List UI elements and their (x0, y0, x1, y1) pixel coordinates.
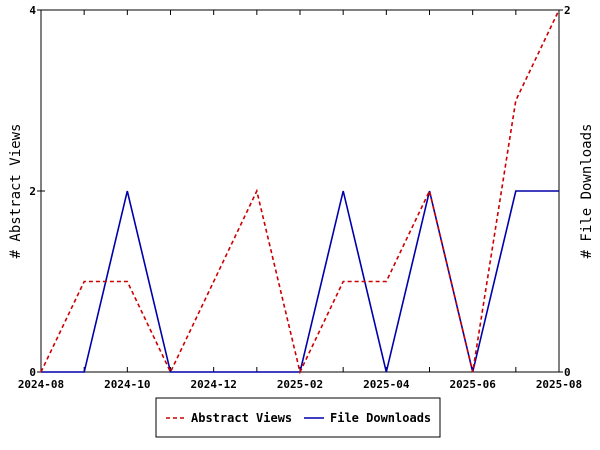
y-left-tick-label: 2 (29, 185, 36, 198)
y-right-tick-label: 2 (564, 4, 571, 17)
x-axis: 2024-08 2024-10 2024-12 2025-02 2025-04 2025-… (18, 10, 582, 391)
legend: Abstract Views File Downloads (155, 397, 441, 438)
y-axis-left-title: # Abstract Views (8, 124, 24, 259)
x-tick-label: 2025-06 (449, 378, 496, 391)
y-right-tick-label: 0 (564, 366, 571, 379)
x-tick-label: 2024-08 (18, 378, 64, 391)
y-axis-right-title: # File Downloads (579, 124, 595, 259)
series-line-abstract-views (40, 9, 560, 375)
legend-label-file-downloads: File Downloads (330, 411, 431, 425)
y-left-tick-label: 4 (29, 4, 36, 17)
x-tick-label: 2024-12 (190, 378, 236, 391)
series-lines (40, 9, 560, 375)
legend-label-abstract-views: Abstract Views (191, 411, 292, 425)
x-tick-label: 2024-10 (104, 378, 150, 391)
x-tick-label: 2025-04 (363, 378, 410, 391)
x-tick-label: 2025-02 (277, 378, 323, 391)
x-tick-label: 2025-08 (536, 378, 582, 391)
y-left-tick-label: 0 (29, 366, 36, 379)
legend-box (155, 397, 441, 438)
